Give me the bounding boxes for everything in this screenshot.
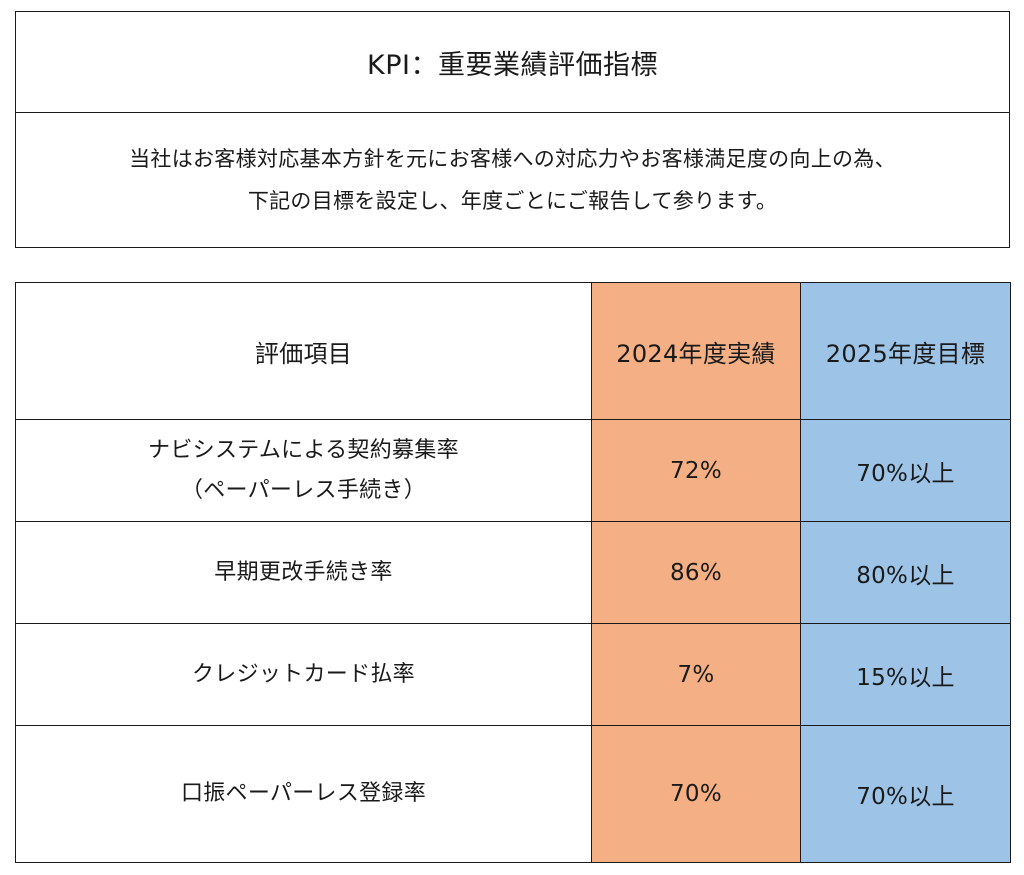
- column-header-actual: 2024年度実績: [591, 282, 801, 420]
- actual-value: 7%: [591, 623, 801, 726]
- actual-value: 86%: [591, 521, 801, 624]
- description-line: 下記の目標を設定し、年度ごとにご報告して参ります。: [247, 189, 778, 213]
- item-cell: 早期更改手続き率: [15, 521, 592, 624]
- table-header-row: 評価項目 2024年度実績 2025年度目標: [15, 282, 1011, 420]
- item-cell: ナビシステムによる契約募集率 （ペーパーレス手続き）: [15, 419, 592, 522]
- table-row: 口振ペーパーレス登録率 70% 70%以上: [15, 725, 1011, 863]
- item-label: ナビシステムによる契約募集率: [148, 437, 459, 463]
- target-value: 80%以上: [800, 521, 1011, 624]
- item-label: 口振ペーパーレス登録率: [180, 781, 427, 806]
- page-title: KPI：重要業績評価指標: [16, 12, 1009, 113]
- item-cell: クレジットカード払率: [15, 623, 592, 726]
- table-row: ナビシステムによる契約募集率 （ペーパーレス手続き） 72% 70%以上: [15, 419, 1011, 522]
- item-label: クレジットカード払率: [191, 661, 415, 687]
- column-header-target: 2025年度目標: [800, 282, 1011, 420]
- item-cell: 口振ペーパーレス登録率: [15, 725, 592, 863]
- table-row: 早期更改手続き率 86% 80%以上: [15, 521, 1011, 624]
- actual-value: 70%: [591, 725, 801, 863]
- actual-value: 72%: [591, 419, 801, 522]
- table-row: クレジットカード払率 7% 15%以上: [15, 623, 1011, 726]
- target-value: 70%以上: [800, 725, 1011, 863]
- column-header-item: 評価項目: [15, 282, 592, 420]
- target-value: 15%以上: [800, 623, 1011, 726]
- header-description: 当社はお客様対応基本方針を元にお客様への対応力やお客様満足度の向上の為、 下記の…: [16, 113, 1009, 247]
- item-label: 早期更改手続き率: [214, 559, 393, 585]
- kpi-table: 評価項目 2024年度実績 2025年度目標 ナビシステムによる契約募集率 （ペ…: [15, 282, 1011, 863]
- description-line: 当社はお客様対応基本方針を元にお客様への対応力やお客様満足度の向上の為、: [129, 147, 896, 171]
- kpi-header-box: KPI：重要業績評価指標 当社はお客様対応基本方針を元にお客様への対応力やお客様…: [15, 11, 1010, 248]
- target-value: 70%以上: [800, 419, 1011, 522]
- item-label-sub: （ペーパーレス手続き）: [180, 477, 427, 503]
